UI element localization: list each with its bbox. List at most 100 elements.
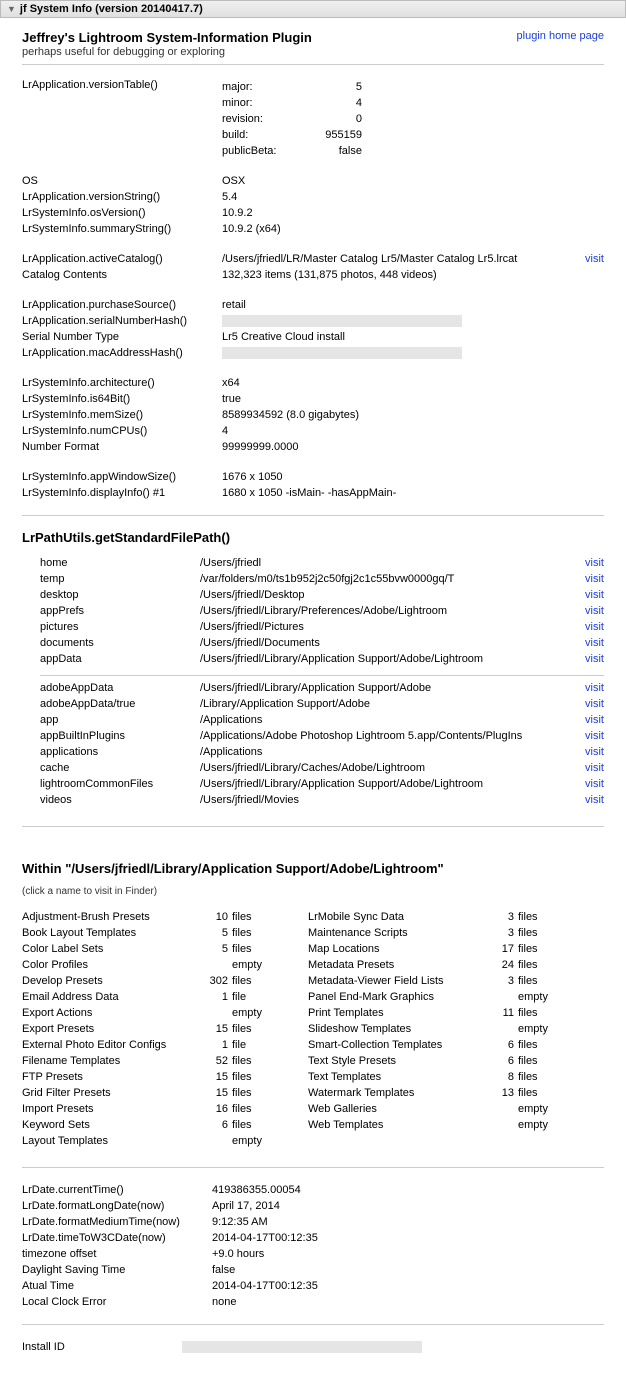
visit-link[interactable]: visit bbox=[585, 637, 604, 649]
file-row[interactable]: Text Templates8files bbox=[308, 1069, 554, 1085]
file-row[interactable]: Book Layout Templates5files bbox=[22, 925, 268, 941]
visit-cell: visit bbox=[564, 680, 604, 696]
file-row[interactable]: Export Actionsempty bbox=[22, 1005, 268, 1021]
visit-link[interactable]: visit bbox=[585, 698, 604, 710]
visit-link[interactable]: visit bbox=[585, 573, 604, 585]
info-key: LrSystemInfo.numCPUs() bbox=[22, 423, 222, 439]
info-row: LrSystemInfo.osVersion()10.9.2 bbox=[22, 205, 604, 221]
divider bbox=[22, 64, 604, 65]
info-row: Catalog Contents132,323 items (131,875 p… bbox=[22, 267, 604, 283]
file-name: Text Style Presets bbox=[308, 1053, 488, 1069]
file-row[interactable]: Metadata Presets24files bbox=[308, 957, 554, 973]
info-key: OS bbox=[22, 173, 222, 189]
visit-link[interactable]: visit bbox=[585, 557, 604, 569]
visit-link[interactable]: visit bbox=[585, 253, 604, 265]
file-row[interactable]: Web Galleriesempty bbox=[308, 1101, 554, 1117]
date-key: timezone offset bbox=[22, 1246, 212, 1262]
file-row[interactable]: Text Style Presets6files bbox=[308, 1053, 554, 1069]
date-value: 2014-04-17T00:12:35 bbox=[212, 1230, 604, 1246]
file-row[interactable]: Export Presets15files bbox=[22, 1021, 268, 1037]
visit-link[interactable]: visit bbox=[585, 778, 604, 790]
file-row[interactable]: Smart-Collection Templates6files bbox=[308, 1037, 554, 1053]
file-row[interactable]: Adjustment-Brush Presets10files bbox=[22, 909, 268, 925]
date-key: LrDate.currentTime() bbox=[22, 1182, 212, 1198]
visit-link[interactable]: visit bbox=[585, 682, 604, 694]
path-key: desktop bbox=[40, 587, 200, 603]
visit-link[interactable]: visit bbox=[585, 589, 604, 601]
file-count: 1 bbox=[202, 1037, 232, 1053]
version-value: false bbox=[302, 143, 362, 159]
within-title: Within "/Users/jfriedl/Library/Applicati… bbox=[22, 861, 604, 876]
info-key: LrSystemInfo.appWindowSize() bbox=[22, 469, 222, 485]
license-block: LrApplication.purchaseSource()retailLrAp… bbox=[22, 297, 604, 361]
date-key: LrDate.timeToW3CDate(now) bbox=[22, 1230, 212, 1246]
info-value: 4 bbox=[222, 423, 604, 439]
info-key: LrSystemInfo.displayInfo() #1 bbox=[22, 485, 222, 501]
path-key: adobeAppData bbox=[40, 680, 200, 696]
file-row[interactable]: Color Profilesempty bbox=[22, 957, 268, 973]
plugin-homepage-link[interactable]: plugin home page bbox=[517, 30, 604, 42]
file-count: 5 bbox=[202, 941, 232, 957]
visit-link[interactable]: visit bbox=[585, 714, 604, 726]
version-table-row: major:5 bbox=[222, 79, 362, 95]
file-count: 17 bbox=[488, 941, 518, 957]
disclosure-triangle-icon[interactable]: ▼ bbox=[7, 4, 16, 14]
titlebar[interactable]: ▼ jf System Info (version 20140417.7) bbox=[0, 0, 626, 18]
path-row: cache/Users/jfriedl/Library/Caches/Adobe… bbox=[40, 760, 604, 776]
file-unit: files bbox=[232, 1085, 268, 1101]
file-row[interactable]: LrMobile Sync Data3files bbox=[308, 909, 554, 925]
page-subtitle: perhaps useful for debugging or explorin… bbox=[22, 46, 312, 58]
visit-link[interactable]: visit bbox=[585, 605, 604, 617]
file-row[interactable]: Import Presets16files bbox=[22, 1101, 268, 1117]
file-row[interactable]: Filename Templates52files bbox=[22, 1053, 268, 1069]
file-row[interactable]: Maintenance Scripts3files bbox=[308, 925, 554, 941]
file-row[interactable]: Slideshow Templatesempty bbox=[308, 1021, 554, 1037]
visit-cell: visit bbox=[564, 635, 604, 651]
visit-link[interactable]: visit bbox=[585, 730, 604, 742]
visit-cell: visit bbox=[564, 744, 604, 760]
redacted-value bbox=[222, 315, 462, 327]
path-key: pictures bbox=[40, 619, 200, 635]
path-row: appPrefs/Users/jfriedl/Library/Preferenc… bbox=[40, 603, 604, 619]
visit-link[interactable]: visit bbox=[585, 746, 604, 758]
info-value: 99999999.0000 bbox=[222, 439, 604, 455]
path-row: videos/Users/jfriedl/Moviesvisit bbox=[40, 792, 604, 808]
file-row[interactable]: Keyword Sets6files bbox=[22, 1117, 268, 1133]
visit-cell: visit bbox=[564, 728, 604, 744]
path-row: adobeAppData/Users/jfriedl/Library/Appli… bbox=[40, 680, 604, 696]
file-unit: files bbox=[232, 925, 268, 941]
visit-link[interactable]: visit bbox=[585, 794, 604, 806]
file-row[interactable]: Watermark Templates13files bbox=[308, 1085, 554, 1101]
file-row[interactable]: Web Templatesempty bbox=[308, 1117, 554, 1133]
visit-cell: visit bbox=[564, 776, 604, 792]
files-columns: Adjustment-Brush Presets10filesBook Layo… bbox=[22, 909, 604, 1149]
visit-cell: visit bbox=[564, 603, 604, 619]
file-count: 3 bbox=[488, 973, 518, 989]
file-row[interactable]: Color Label Sets5files bbox=[22, 941, 268, 957]
info-value: x64 bbox=[222, 375, 604, 391]
file-row[interactable]: Metadata-Viewer Field Lists3files bbox=[308, 973, 554, 989]
date-value: false bbox=[212, 1262, 604, 1278]
visit-link[interactable]: visit bbox=[585, 762, 604, 774]
path-key: lightroomCommonFiles bbox=[40, 776, 200, 792]
info-key: LrApplication.activeCatalog() bbox=[22, 251, 222, 267]
file-unit: empty bbox=[232, 957, 268, 973]
file-row[interactable]: Map Locations17files bbox=[308, 941, 554, 957]
file-row[interactable]: Email Address Data1file bbox=[22, 989, 268, 1005]
file-row[interactable]: Develop Presets302files bbox=[22, 973, 268, 989]
file-row[interactable]: Layout Templatesempty bbox=[22, 1133, 268, 1149]
path-value: /Users/jfriedl/Desktop bbox=[200, 587, 564, 603]
within-subtitle: (click a name to visit in Finder) bbox=[22, 886, 604, 897]
visit-link[interactable]: visit bbox=[585, 621, 604, 633]
file-row[interactable]: FTP Presets15files bbox=[22, 1069, 268, 1085]
redacted-value bbox=[222, 347, 462, 359]
file-row[interactable]: Panel End-Mark Graphicsempty bbox=[308, 989, 554, 1005]
file-row[interactable]: Grid Filter Presets15files bbox=[22, 1085, 268, 1101]
file-row[interactable]: Print Templates11files bbox=[308, 1005, 554, 1021]
file-name: LrMobile Sync Data bbox=[308, 909, 488, 925]
path-value: /Applications bbox=[200, 744, 564, 760]
visit-link[interactable]: visit bbox=[585, 653, 604, 665]
date-row: LrDate.formatMediumTime(now)9:12:35 AM bbox=[22, 1214, 604, 1230]
date-row: LrDate.formatLongDate(now)April 17, 2014 bbox=[22, 1198, 604, 1214]
file-row[interactable]: External Photo Editor Configs1file bbox=[22, 1037, 268, 1053]
